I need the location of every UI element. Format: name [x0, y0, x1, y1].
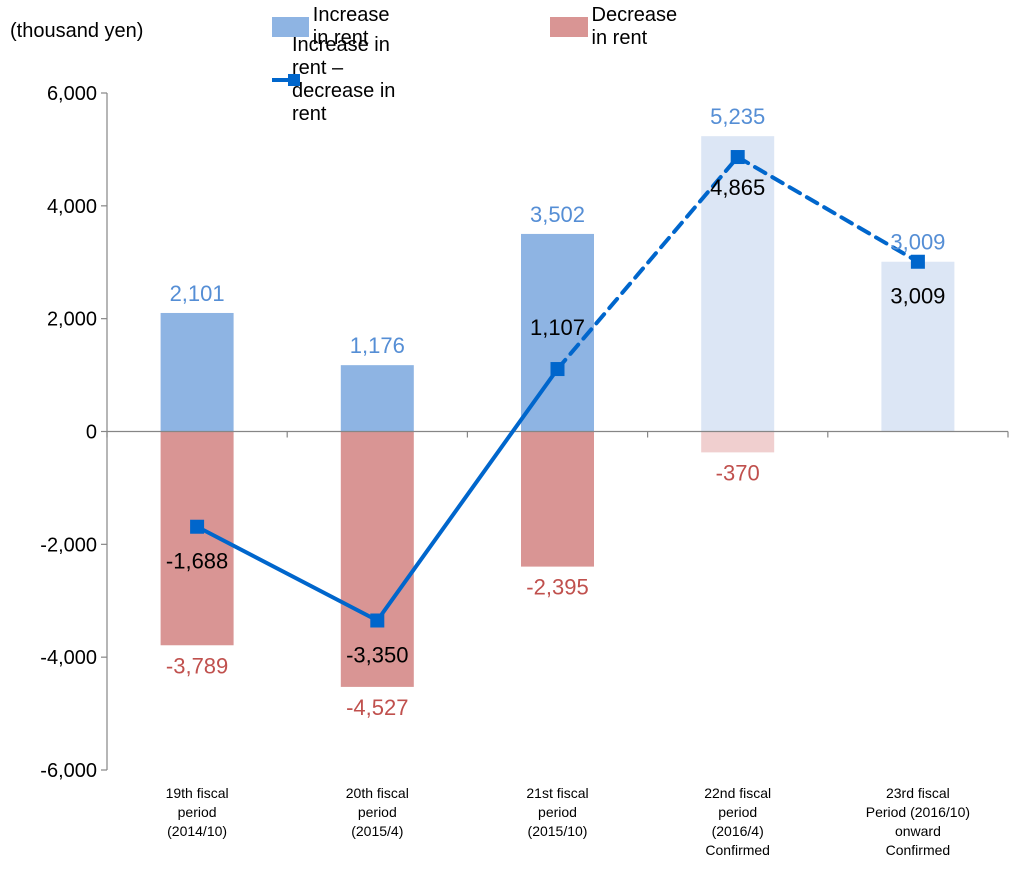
- net-point: [550, 362, 565, 377]
- net-value-label: -1,688: [166, 549, 228, 574]
- legend-swatch-marker: [288, 74, 300, 86]
- net-value-label: -3,350: [346, 642, 408, 667]
- decrease-bar: [701, 431, 775, 453]
- x-category-label: period: [358, 804, 397, 820]
- net-value-label: 3,009: [890, 284, 945, 309]
- increase-bar: [521, 233, 594, 432]
- net-line-segment: [195, 524, 380, 623]
- increase-value-label: 2,101: [170, 281, 225, 306]
- y-axis-unit-label: (thousand yen): [10, 20, 144, 42]
- decrease-value-label: -370: [716, 460, 760, 485]
- legend-label-decrease: Decrease in rent: [591, 4, 678, 49]
- y-tick-label: -2,000: [40, 534, 97, 556]
- legend-item-increase: Increase in rent: [272, 4, 407, 50]
- net-line-segment: [375, 367, 560, 623]
- decrease-value-label: -4,527: [346, 695, 408, 720]
- legend-label-net: Increase in rent – decrease in rent: [291, 34, 396, 125]
- x-category-label: Confirmed: [705, 842, 770, 858]
- x-category-label: period: [718, 804, 757, 820]
- net-value-label: 4,865: [710, 175, 765, 200]
- net-value-label: 1,107: [530, 315, 585, 340]
- y-tick-label: 4,000: [47, 196, 97, 218]
- y-tick-label: -6,000: [40, 760, 97, 782]
- x-category-label: 19th fiscal: [166, 785, 229, 801]
- x-category-label: (2015/4): [351, 823, 403, 839]
- legend-swatch-line: [272, 78, 288, 82]
- net-line-segment: [735, 155, 920, 264]
- decrease-bar: [340, 431, 414, 687]
- legend-swatch-decrease: [550, 17, 588, 37]
- x-category-label: 22nd fiscal: [704, 785, 771, 801]
- net-point: [370, 613, 385, 628]
- x-category-label: period: [178, 804, 217, 820]
- increase-value-label: 1,176: [350, 333, 405, 358]
- y-tick-label: -4,000: [40, 647, 97, 669]
- x-category-label: Confirmed: [886, 842, 951, 858]
- increase-value-label: 3,502: [530, 202, 585, 227]
- net-line-segment: [555, 155, 740, 372]
- legend-item-decrease: Decrease in rent: [550, 4, 694, 50]
- x-category-label: period: [538, 804, 577, 820]
- x-category-label: 21st fiscal: [526, 785, 588, 801]
- increase-bar: [340, 365, 414, 432]
- decrease-bar: [521, 431, 594, 567]
- decrease-value-label: -2,395: [526, 575, 588, 600]
- x-category-label: (2015/10): [528, 823, 588, 839]
- increase-bar: [881, 261, 955, 432]
- x-category-label: 20th fiscal: [346, 785, 409, 801]
- x-category-label: (2014/10): [167, 823, 227, 839]
- increase-value-label: 5,235: [710, 104, 765, 129]
- x-category-label: onward: [895, 823, 941, 839]
- y-tick-label: 0: [86, 422, 97, 444]
- increase-value-label: 3,009: [890, 230, 945, 255]
- legend-label-increase: Increase in rent: [312, 4, 390, 49]
- increase-bar: [160, 312, 234, 432]
- legend-swatch-increase: [272, 17, 309, 37]
- decrease-value-label: -3,789: [166, 653, 228, 678]
- net-point: [910, 254, 925, 269]
- x-category-label: 23rd fiscal: [886, 785, 950, 801]
- legend-swatch-net: [272, 70, 300, 90]
- net-point: [190, 519, 205, 534]
- x-category-label: (2016/4): [712, 823, 764, 839]
- net-point: [730, 150, 745, 165]
- y-tick-label: 2,000: [47, 309, 97, 331]
- x-category-label: Period (2016/10): [866, 804, 970, 820]
- y-tick-label: 6,000: [47, 83, 97, 105]
- legend-item-net: Increase in rent – decrease in rent: [272, 34, 402, 126]
